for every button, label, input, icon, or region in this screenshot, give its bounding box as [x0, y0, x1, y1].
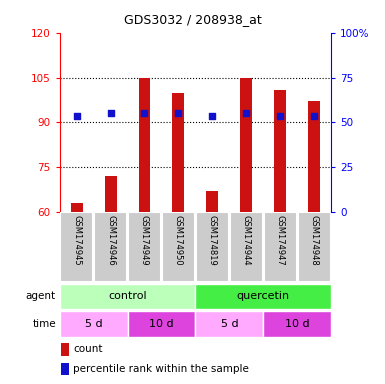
- Bar: [195, 284, 331, 309]
- Text: GSM174948: GSM174948: [310, 215, 319, 266]
- Bar: [71, 203, 82, 212]
- Text: control: control: [108, 291, 147, 301]
- Bar: [128, 212, 161, 282]
- Point: [243, 110, 249, 116]
- Bar: [61, 343, 69, 356]
- Bar: [127, 311, 195, 337]
- Text: agent: agent: [26, 291, 56, 301]
- Text: GSM174946: GSM174946: [106, 215, 115, 266]
- Polygon shape: [50, 290, 59, 303]
- Bar: [274, 89, 286, 212]
- Point: [74, 113, 80, 119]
- Text: 5 d: 5 d: [85, 319, 102, 329]
- Bar: [94, 212, 127, 282]
- Bar: [298, 212, 331, 282]
- Bar: [196, 212, 229, 282]
- Text: 10 d: 10 d: [285, 319, 310, 329]
- Bar: [162, 212, 195, 282]
- Text: percentile rank within the sample: percentile rank within the sample: [73, 364, 249, 374]
- Bar: [195, 311, 263, 337]
- Bar: [60, 212, 93, 282]
- Text: count: count: [73, 344, 103, 354]
- Point: [175, 110, 181, 116]
- Bar: [240, 78, 252, 212]
- Polygon shape: [50, 317, 59, 331]
- Text: GSM174819: GSM174819: [208, 215, 217, 266]
- Point: [277, 113, 283, 119]
- Point: [107, 110, 114, 116]
- Bar: [308, 101, 320, 212]
- Point: [311, 113, 317, 119]
- Bar: [60, 284, 195, 309]
- Text: GSM174950: GSM174950: [174, 215, 183, 266]
- Bar: [206, 191, 218, 212]
- Bar: [172, 93, 184, 212]
- Point: [141, 110, 147, 116]
- Text: 10 d: 10 d: [149, 319, 174, 329]
- Text: 5 d: 5 d: [221, 319, 238, 329]
- Text: GSM174949: GSM174949: [140, 215, 149, 266]
- Bar: [263, 311, 331, 337]
- Text: time: time: [32, 319, 56, 329]
- Text: GSM174947: GSM174947: [276, 215, 285, 266]
- Text: GSM174945: GSM174945: [72, 215, 81, 266]
- Text: GDS3032 / 208938_at: GDS3032 / 208938_at: [124, 13, 261, 26]
- Bar: [61, 363, 69, 376]
- Bar: [139, 78, 151, 212]
- Bar: [60, 311, 127, 337]
- Text: GSM174944: GSM174944: [242, 215, 251, 266]
- Bar: [230, 212, 263, 282]
- Text: quercetin: quercetin: [237, 291, 290, 301]
- Bar: [264, 212, 297, 282]
- Bar: [105, 176, 117, 212]
- Point: [209, 113, 216, 119]
